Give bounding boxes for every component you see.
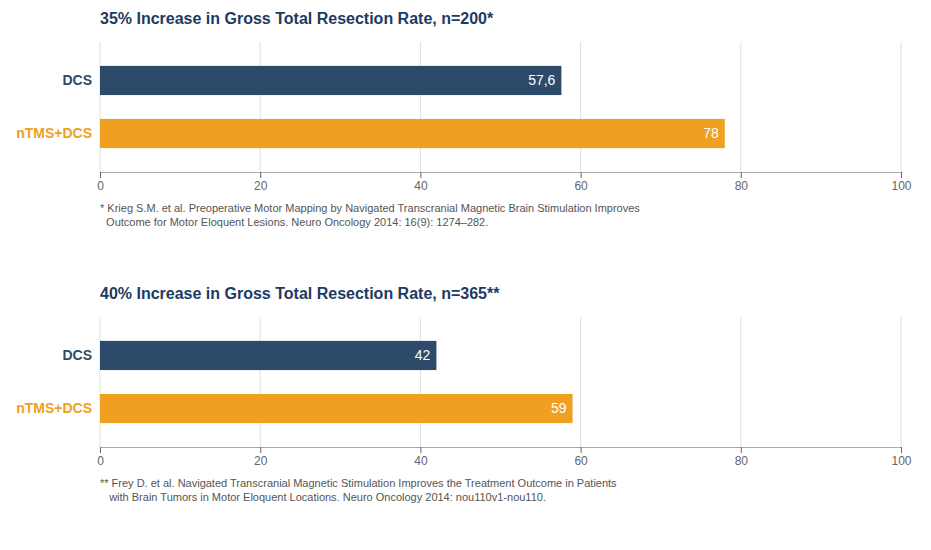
x-tick: 20 <box>254 447 268 468</box>
x-tick-label: 80 <box>735 454 749 468</box>
data-label: 78 <box>703 125 719 141</box>
panel: 35% Increase in Gross Total Resection Ra… <box>16 10 912 228</box>
x-tick-mark <box>100 172 101 178</box>
grid-line <box>740 317 741 447</box>
x-tick: 80 <box>735 447 749 468</box>
y-tick-label: nTMS+DCS <box>16 125 92 141</box>
data-labels: 42 59 <box>415 347 567 416</box>
footnotes: ** Frey D. et al. Navigated Transcranial… <box>100 477 617 503</box>
y-tick-label: DCS <box>62 72 92 88</box>
x-tick-mark <box>100 447 101 453</box>
x-tick: 60 <box>574 172 588 193</box>
x-tick: 20 <box>254 172 268 193</box>
data-label: 57,6 <box>528 72 555 88</box>
x-tick-label: 100 <box>891 179 911 193</box>
bar <box>100 66 561 95</box>
grid-line <box>901 42 902 172</box>
grid-line <box>901 317 902 447</box>
grid-line <box>260 42 261 172</box>
bar <box>100 394 573 423</box>
x-tick: 40 <box>414 172 428 193</box>
y-tick: DCS <box>62 347 92 363</box>
x-tick-mark <box>420 447 421 453</box>
bar <box>100 341 436 370</box>
footnote: Outcome for Motor Eloquent Lesions. Neur… <box>100 216 488 228</box>
x-tick-mark <box>741 447 742 453</box>
grid-line <box>100 42 101 172</box>
grid-line <box>260 317 261 447</box>
data-label: 42 <box>415 347 431 363</box>
x-tick: 100 <box>891 172 911 193</box>
y-axis: DCS nTMS+DCS <box>16 72 92 141</box>
x-tick-label: 0 <box>97 179 104 193</box>
x-tick-label: 20 <box>254 179 268 193</box>
grid-line <box>740 42 741 172</box>
data-labels: 57,6 78 <box>528 72 719 141</box>
x-tick: 100 <box>891 447 911 468</box>
x-tick-label: 60 <box>574 454 588 468</box>
x-tick-mark <box>581 172 582 178</box>
bar <box>100 119 725 148</box>
x-tick-label: 60 <box>574 179 588 193</box>
bars <box>100 341 573 423</box>
x-tick-mark <box>260 447 261 453</box>
y-tick: DCS <box>62 72 92 88</box>
y-tick: nTMS+DCS <box>16 125 92 141</box>
x-axis-line <box>101 448 902 454</box>
x-tick-mark <box>581 447 582 453</box>
x-tick-label: 40 <box>414 179 428 193</box>
x-tick: 80 <box>735 172 749 193</box>
footnote: * Krieg S.M. et al. Preoperative Motor M… <box>100 202 640 214</box>
x-tick: 0 <box>97 447 104 468</box>
x-tick-mark <box>260 172 261 178</box>
y-tick: nTMS+DCS <box>16 400 92 416</box>
title: 40% Increase in Gross Total Resection Ra… <box>100 285 500 302</box>
x-axis: 0 20 40 60 80 100 <box>97 447 912 468</box>
x-axis-line <box>101 173 902 179</box>
grid-line <box>420 317 421 447</box>
x-tick-mark <box>741 172 742 178</box>
title: 35% Increase in Gross Total Resection Ra… <box>100 10 494 27</box>
data-label: 59 <box>551 400 567 416</box>
x-tick-label: 100 <box>891 454 911 468</box>
grid <box>100 317 901 447</box>
grid-line <box>420 42 421 172</box>
x-tick-mark <box>901 447 902 453</box>
x-tick-mark <box>420 172 421 178</box>
grid-line <box>100 317 101 447</box>
footnote: ** Frey D. et al. Navigated Transcranial… <box>100 477 617 489</box>
x-tick-mark <box>901 172 902 178</box>
y-axis: DCS nTMS+DCS <box>16 347 92 416</box>
panel: 40% Increase in Gross Total Resection Ra… <box>16 285 912 503</box>
x-tick-label: 40 <box>414 454 428 468</box>
footnote: with Brain Tumors in Motor Eloquent Loca… <box>100 491 546 503</box>
x-tick-label: 0 <box>97 454 104 468</box>
x-axis: 0 20 40 60 80 100 <box>97 172 912 193</box>
x-tick-label: 20 <box>254 454 268 468</box>
x-tick: 40 <box>414 447 428 468</box>
footnotes: * Krieg S.M. et al. Preoperative Motor M… <box>100 202 640 228</box>
y-tick-label: nTMS+DCS <box>16 400 92 416</box>
x-tick-label: 80 <box>735 179 749 193</box>
y-tick-label: DCS <box>62 347 92 363</box>
chart-root: 35% Increase in Gross Total Resection Ra… <box>0 0 931 550</box>
grid-line <box>580 317 581 447</box>
bars <box>100 66 725 148</box>
x-tick: 60 <box>574 447 588 468</box>
grid <box>100 42 901 172</box>
grid-line <box>580 42 581 172</box>
x-tick: 0 <box>97 172 104 193</box>
